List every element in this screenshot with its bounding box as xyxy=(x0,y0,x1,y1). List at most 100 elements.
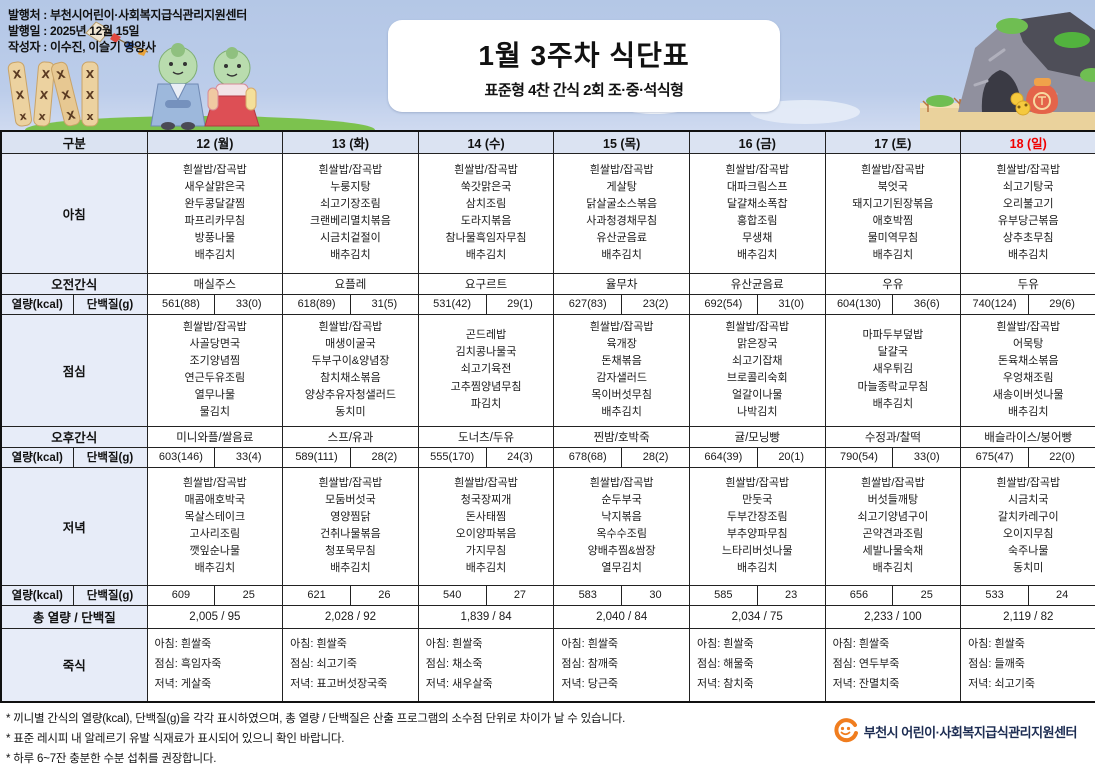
footer-note-3: * 하루 6~7잔 충분한 수분 섭취를 권장합니다. xyxy=(6,753,217,765)
am-snack-row: 오전간식 매실주스 요플레 요구르트 율무차 유산균음료 우유 두유 xyxy=(0,272,1095,295)
turtle-boy-character xyxy=(150,43,206,130)
breakfast-protein-thu: 23(2) xyxy=(621,293,690,315)
day-header-row: 구분 12 (월) 13 (화) 14 (수) 15 (목) 16 (금) 17… xyxy=(0,130,1095,154)
turtle-girl-character xyxy=(204,47,260,127)
breakfast-kcal-wed: 531(42) xyxy=(417,293,487,315)
breakfast-menu-wed: 흰쌀밥/잡곡밥 쑥갓맑은국 삼치조림 도라지볶음 참나물흑임자무침 배추김치 xyxy=(417,152,555,274)
breakfast-kcal-mon: 561(88) xyxy=(146,293,216,315)
dinner-protein-fri: 23 xyxy=(756,584,826,606)
porridge-mon: 아침: 흰쌀죽 점심: 흑임자죽 저녁: 게살죽 xyxy=(146,627,284,703)
lunch-kcal-mon: 603(146) xyxy=(146,446,216,468)
dinner-menu-mon: 흰쌀밥/잡곡밥 매콤애호박국 목살스테이크 고사리조림 깻잎순나물 배추김치 xyxy=(146,466,284,586)
svg-text:X: X xyxy=(86,89,95,102)
breakfast-protein-mon: 33(0) xyxy=(214,293,284,315)
total-sat: 2,233 / 100 xyxy=(824,604,962,629)
dinner-protein-wed: 27 xyxy=(485,584,555,606)
svg-text:X: X xyxy=(12,68,23,82)
total-thu: 2,040 / 84 xyxy=(553,604,690,629)
dinner-kcal-sun: 533 xyxy=(960,584,1029,606)
am-snack-tue: 요플레 xyxy=(282,272,419,295)
svg-text:x: x xyxy=(19,109,28,123)
am-snack-sat: 우유 xyxy=(824,272,962,295)
pm-snack-sun: 배슬라이스/붕어빵 xyxy=(960,425,1095,448)
pm-snack-sat: 수정과/찰떡 xyxy=(824,425,962,448)
fortune-pouch-icon xyxy=(1026,78,1058,114)
lunch-protein-mon: 33(4) xyxy=(214,446,284,468)
total-wed: 1,839 / 84 xyxy=(417,604,555,629)
breakfast-kcal-tue: 618(89) xyxy=(282,293,351,315)
day-header-thu: 15 (목) xyxy=(553,130,690,154)
svg-text:X: X xyxy=(86,68,95,81)
protein-label: 단백질(g) xyxy=(72,584,148,606)
day-header-fri: 16 (금) xyxy=(688,130,826,154)
dinner-kcal-sat: 656 xyxy=(824,584,894,606)
rocks-illustration xyxy=(920,12,1095,130)
breakfast-row: 아침 흰쌀밥/잡곡밥 새우살맑은국 완두콩달걀찜 파프리카무침 방풍나물 배추김… xyxy=(0,152,1095,274)
author-line: 작성자 : 이수진, 이슬기 영양사 xyxy=(8,40,156,54)
lunch-label: 점심 xyxy=(0,313,148,427)
porridge-sun: 아침: 흰쌀죽 점심: 들깨죽 저녁: 쇠고기죽 xyxy=(960,627,1095,703)
pm-snack-fri: 귤/모닝빵 xyxy=(688,425,826,448)
kcal-label: 열량(kcal) xyxy=(0,446,74,468)
footer-note-1: * 끼니별 간식의 열량(kcal), 단백질(g)을 각각 표시하였으며, 총… xyxy=(6,713,626,725)
dinner-protein-tue: 26 xyxy=(349,584,419,606)
center-logo: 부천시 어린이·사회복지급식관리지원센터 xyxy=(833,718,1078,744)
publication-info: 발행처 : 부천시어린이·사회복지급식관리지원센터 발행일 : 2025년 12… xyxy=(8,7,247,55)
am-snack-wed: 요구르트 xyxy=(417,272,555,295)
am-snack-label: 오전간식 xyxy=(0,272,148,295)
rock-dark xyxy=(1015,12,1095,80)
breakfast-menu-tue: 흰쌀밥/잡곡밥 누룽지탕 쇠고기장조림 크랜베리멸치볶음 시금치겉절이 배추김치 xyxy=(282,152,419,274)
breakfast-menu-mon: 흰쌀밥/잡곡밥 새우살맑은국 완두콩달걀찜 파프리카무침 방풍나물 배추김치 xyxy=(146,152,284,274)
svg-text:X: X xyxy=(41,68,51,82)
pm-snack-label: 오후간식 xyxy=(0,425,148,448)
pm-snack-tue: 스프/유과 xyxy=(282,425,419,448)
dinner-protein-mon: 25 xyxy=(214,584,284,606)
dinner-nutrition-row: 열량(kcal) 단백질(g) 609 25 621 26 540 27 583… xyxy=(0,584,1095,606)
lunch-protein-sat: 33(0) xyxy=(892,446,962,468)
lunch-kcal-wed: 555(170) xyxy=(417,446,487,468)
total-sun: 2,119 / 82 xyxy=(960,604,1095,629)
lunch-protein-tue: 28(2) xyxy=(349,446,419,468)
turtles-and-yut-illustration: XXx XXx XXX XXx xyxy=(7,21,375,130)
lunch-menu-fri: 흰쌀밥/잡곡밥 맑은장국 쇠고기잡채 브로콜리숙회 얼갈이나물 나박김치 xyxy=(688,313,826,427)
dinner-kcal-mon: 609 xyxy=(146,584,216,606)
publisher-line: 발행처 : 부천시어린이·사회복지급식관리지원센터 xyxy=(8,8,248,22)
am-snack-sun: 두유 xyxy=(960,272,1095,295)
yut-sticks-icon: XXx XXx XXX XXx xyxy=(7,61,99,127)
breakfast-menu-sun: 흰쌀밥/잡곡밥 쇠고기탕국 오리불고기 유부당근볶음 상추초무침 배추김치 xyxy=(960,152,1095,274)
day-header-mon: 12 (월) xyxy=(146,130,284,154)
am-snack-fri: 유산균음료 xyxy=(688,272,826,295)
lunch-row: 점심 흰쌀밥/잡곡밥 사골당면국 조기양념찜 연근두유조림 열무나물 물김치 흰… xyxy=(0,313,1095,427)
dinner-menu-fri: 흰쌀밥/잡곡밥 만둣국 두부간장조림 부추양파무침 느타리버섯나물 배추김치 xyxy=(688,466,826,586)
dinner-protein-sat: 25 xyxy=(892,584,962,606)
total-mon: 2,005 / 95 xyxy=(146,604,284,629)
svg-text:x: x xyxy=(38,110,46,124)
lunch-protein-sun: 22(0) xyxy=(1027,446,1095,468)
pm-snack-thu: 찐밤/호박죽 xyxy=(553,425,690,448)
dinner-kcal-wed: 540 xyxy=(417,584,487,606)
banner: 발행처 : 부천시어린이·사회복지급식관리지원센터 발행일 : 2025년 12… xyxy=(0,0,1095,130)
porridge-sat: 아침: 흰쌀죽 점심: 연두부죽 저녁: 잔멸치죽 xyxy=(824,627,962,703)
svg-text:X: X xyxy=(66,108,78,123)
dinner-kcal-fri: 585 xyxy=(688,584,758,606)
day-header-sat: 17 (토) xyxy=(824,130,962,154)
gourds-icon xyxy=(1010,92,1031,116)
lunch-kcal-sat: 790(54) xyxy=(824,446,894,468)
corner-header: 구분 xyxy=(0,130,148,154)
lunch-protein-fri: 20(1) xyxy=(756,446,826,468)
total-row: 총 열량 / 단백질 2,005 / 95 2,028 / 92 1,839 /… xyxy=(0,604,1095,629)
svg-text:x: x xyxy=(86,110,93,123)
total-label: 총 열량 / 단백질 xyxy=(0,604,148,629)
dinner-menu-wed: 흰쌀밥/잡곡밥 청국장찌개 돈사태찜 오이양파볶음 가지무침 배추김치 xyxy=(417,466,555,586)
lunch-menu-tue: 흰쌀밥/잡곡밥 매생이굴국 두부구이&양념장 참치채소볶음 양상추유자청샐러드 … xyxy=(282,313,419,427)
lunch-menu-wed: 곤드레밥 김치콩나물국 쇠고기육전 고추찜양념무침 파김치 xyxy=(417,313,555,427)
lunch-kcal-fri: 664(39) xyxy=(688,446,758,468)
breakfast-protein-sun: 29(6) xyxy=(1027,293,1095,315)
kcal-label: 열량(kcal) xyxy=(0,293,74,315)
porridge-tue: 아침: 흰쌀죽 점심: 쇠고기죽 저녁: 표고버섯장국죽 xyxy=(282,627,419,703)
footer: * 끼니별 간식의 열량(kcal), 단백질(g)을 각각 표시하였으며, 총… xyxy=(0,703,1095,768)
page-subtitle: 표준형 4찬 간식 2회 조·중·석식형 xyxy=(484,82,684,99)
lunch-menu-thu: 흰쌀밥/잡곡밥 육개장 돈채볶음 감자샐러드 목이버섯무침 배추김치 xyxy=(553,313,690,427)
weekly-menu-table: 구분 12 (월) 13 (화) 14 (수) 15 (목) 16 (금) 17… xyxy=(0,130,1095,703)
